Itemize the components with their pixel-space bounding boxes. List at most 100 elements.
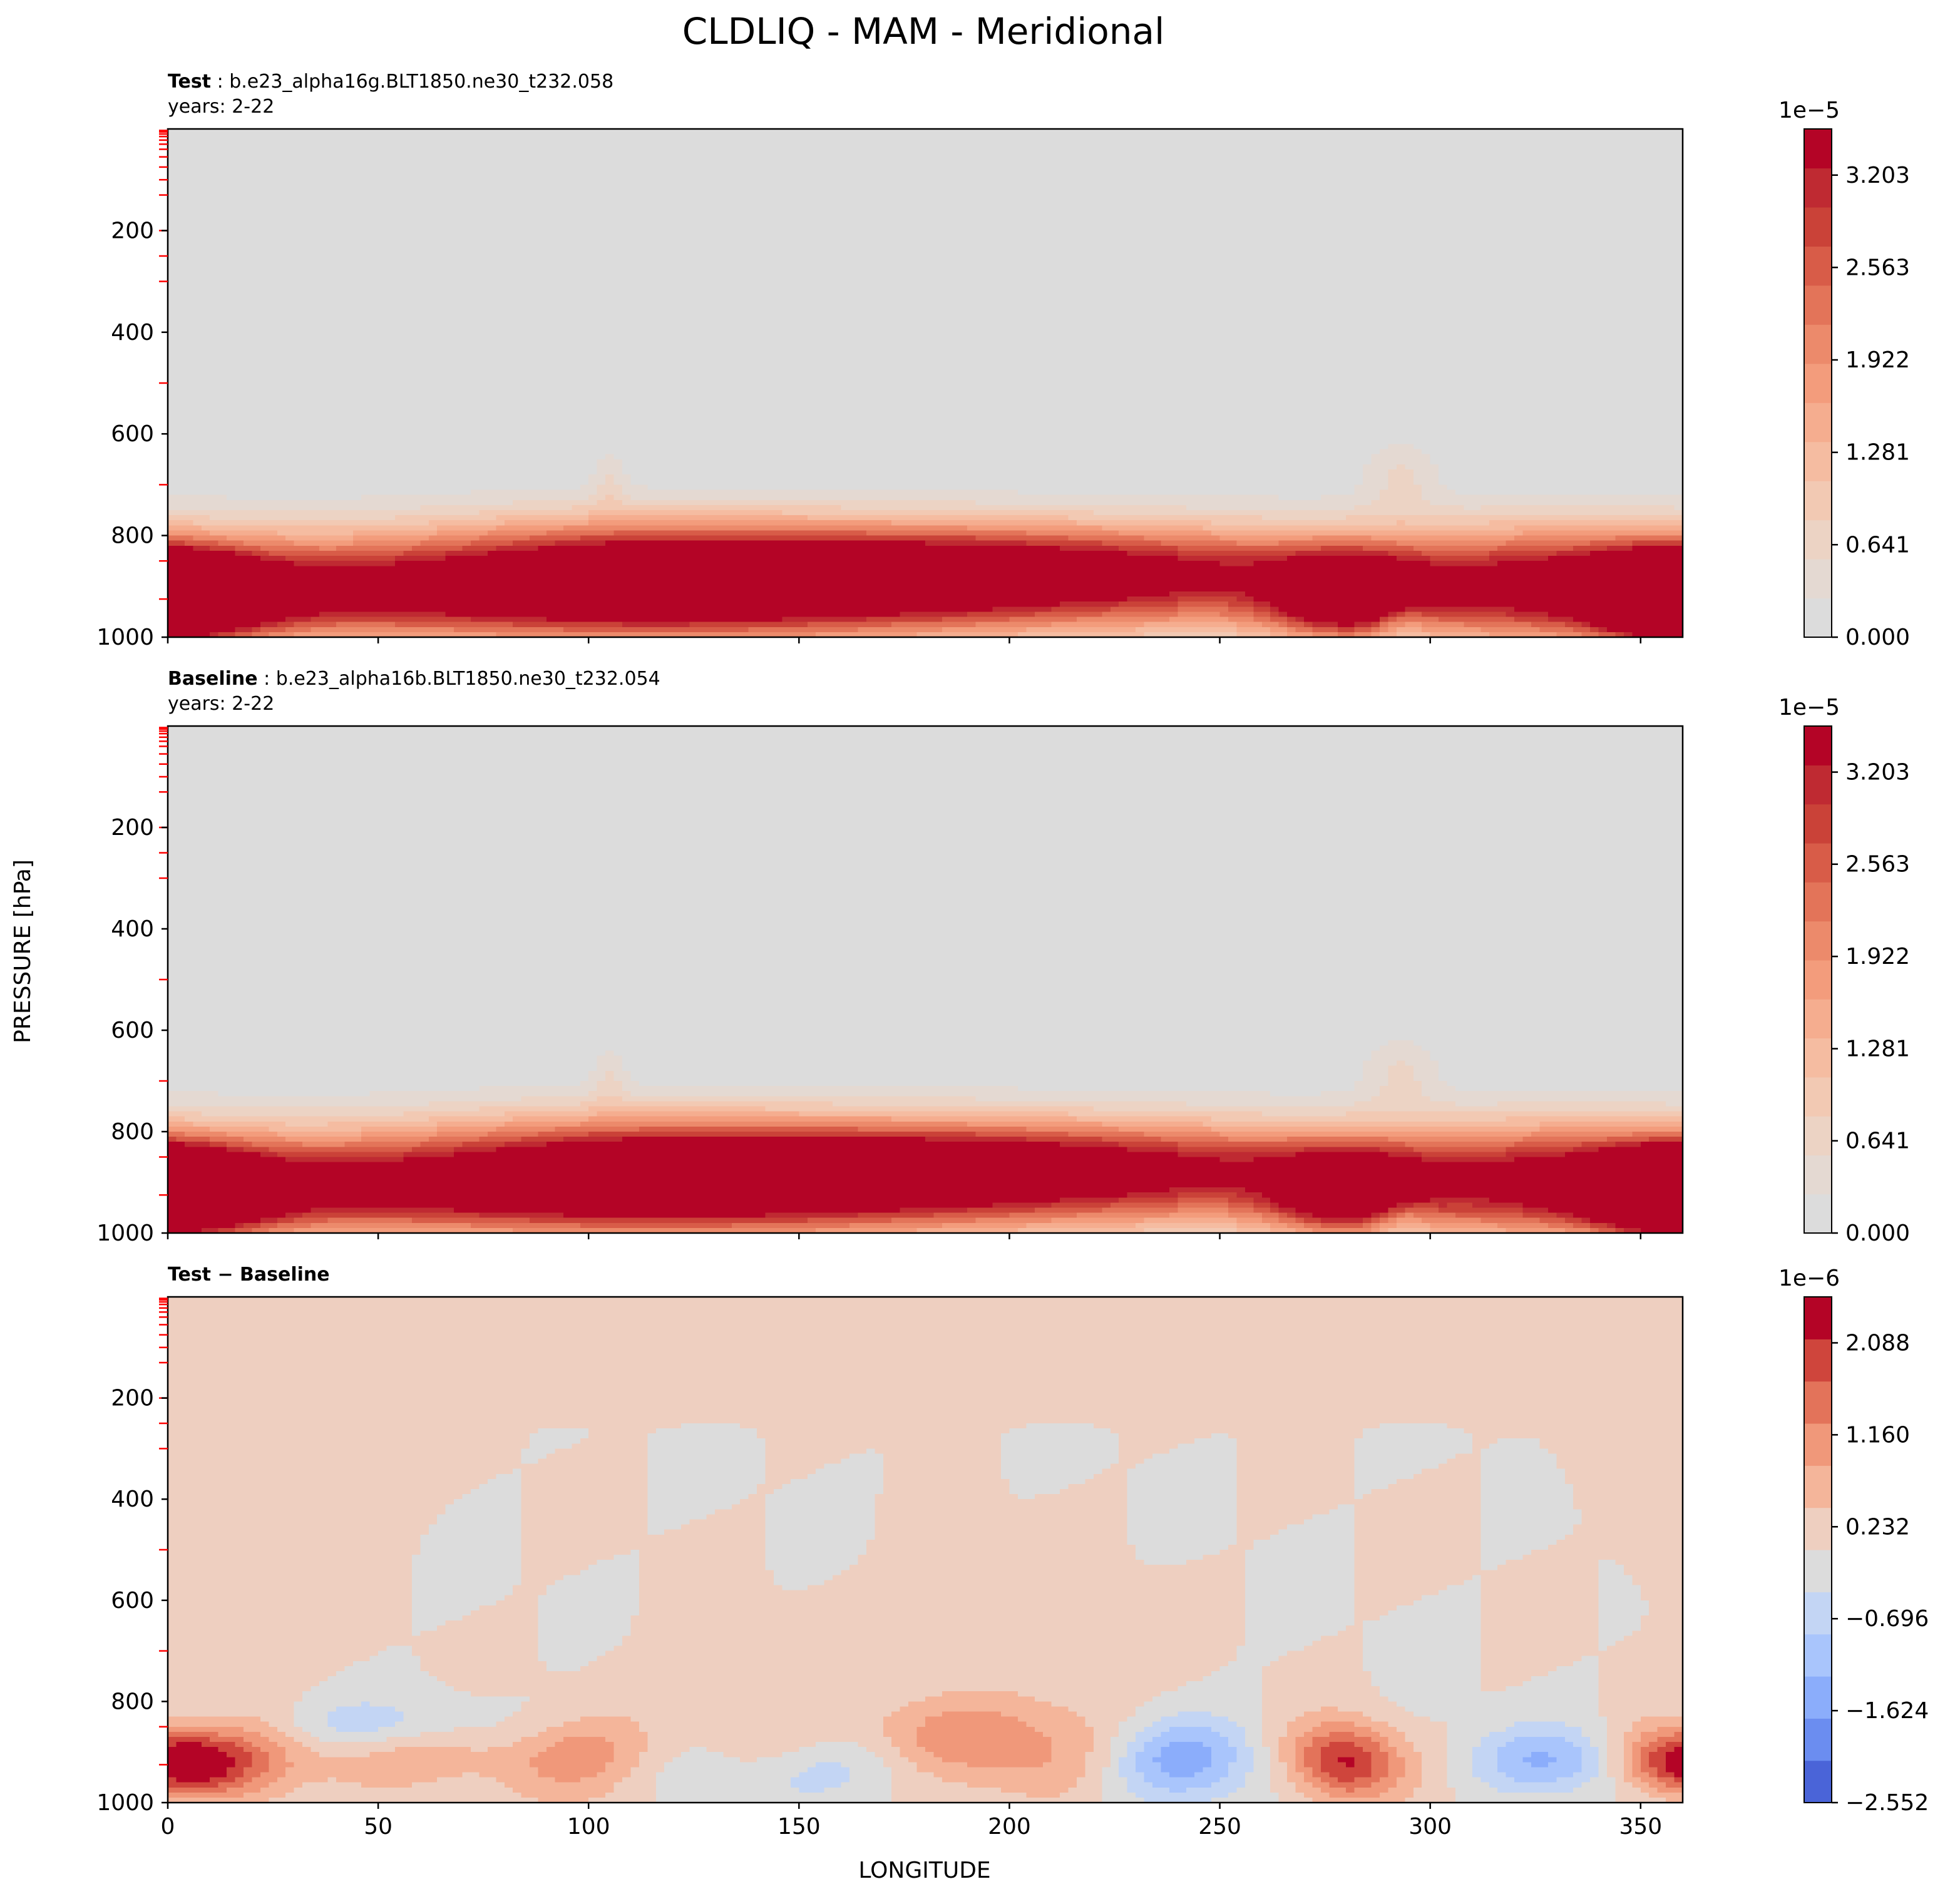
contour-cell	[1304, 1711, 1363, 1717]
contour-cell	[1396, 1217, 1422, 1224]
contour-cell	[344, 1666, 421, 1672]
contour-cell	[1413, 1787, 1456, 1793]
contour-cell	[1422, 1091, 1683, 1097]
contour-cell	[1144, 535, 1221, 541]
contour-cell	[319, 612, 446, 618]
contour-cell	[1497, 1438, 1541, 1444]
contour-cell	[1371, 1227, 1380, 1234]
contour-cell	[1506, 1227, 1566, 1234]
y-axis-label: PRESSURE [hPa]	[10, 859, 36, 1043]
contour-cell	[168, 1489, 471, 1495]
contour-cell	[1547, 556, 1683, 561]
contour-cell	[1136, 1752, 1162, 1758]
contour-cell	[1320, 1777, 1338, 1783]
contour-cell	[916, 1731, 1044, 1738]
contour-cell	[1514, 1721, 1566, 1728]
contour-cell	[1236, 627, 1271, 633]
contour-cell	[260, 1731, 286, 1738]
x-tick-label: 250	[1198, 1814, 1241, 1840]
contour-cell	[168, 807, 1683, 813]
contour-cell	[420, 1534, 522, 1540]
contour-cell	[1270, 1197, 1431, 1203]
contour-cell	[647, 484, 1355, 491]
contour-cell	[1573, 1222, 1591, 1229]
contour-cell	[1261, 622, 1280, 628]
contour-cell	[1363, 1070, 1389, 1077]
contour-cell	[168, 1580, 413, 1586]
contour-cell	[168, 230, 1683, 237]
contour-cell	[176, 1742, 202, 1748]
contour-cell	[1244, 1187, 1683, 1193]
contour-cell	[1244, 1595, 1355, 1601]
contour-cell	[168, 312, 1683, 318]
contour-cell	[1674, 1772, 1683, 1778]
contour-cell	[1127, 1524, 1238, 1530]
contour-cell	[1615, 1560, 1683, 1565]
contour-cell	[1287, 1137, 1389, 1142]
contour-cell	[1228, 1202, 1254, 1209]
contour-cell	[1270, 1787, 1296, 1793]
contour-cell	[1422, 484, 1448, 491]
contour-cell	[1110, 607, 1178, 612]
contour-cell	[891, 1767, 918, 1773]
contour-cell	[294, 1762, 530, 1768]
contour-cell	[168, 1388, 1683, 1394]
contour-cell	[1253, 1762, 1271, 1768]
contour-cell	[1649, 1752, 1666, 1758]
contour-cell	[1144, 1777, 1221, 1783]
contour-cell	[168, 761, 1683, 767]
contour-cell	[437, 1121, 505, 1127]
contour-cell	[168, 566, 1683, 572]
contour-cell	[1219, 612, 1254, 618]
contour-cell	[1228, 1197, 1254, 1203]
contour-cell	[168, 1202, 993, 1209]
contour-cell	[1447, 1782, 1490, 1788]
contour-cell	[858, 1212, 935, 1219]
contour-cell	[1261, 1731, 1288, 1738]
contour-cell	[168, 515, 210, 521]
y-tick-label: 600	[111, 421, 154, 447]
contour-cell	[168, 1473, 496, 1480]
contour-cell	[1186, 504, 1355, 511]
contour-cell	[731, 1504, 766, 1510]
contour-cell	[1119, 1757, 1136, 1763]
contour-cell	[875, 1514, 1128, 1520]
contour-cell	[1085, 1762, 1111, 1768]
contour-cell	[1236, 1453, 1355, 1460]
panel-title-case: : b.e23_alpha16g.BLT1850.ne30_t232.058	[211, 71, 613, 93]
contour-cell	[168, 1137, 177, 1142]
contour-cell	[1320, 1721, 1355, 1728]
contour-cell	[411, 1630, 421, 1636]
contour-cell	[1354, 632, 1372, 638]
contour-cell	[1497, 561, 1683, 566]
contour-cell	[975, 1217, 1052, 1224]
contour-cell	[807, 1585, 1246, 1591]
contour-cell	[1287, 1762, 1296, 1768]
contour-cell	[1413, 1212, 1456, 1219]
contour-cell	[1261, 1111, 1347, 1117]
contour-cell	[310, 1747, 396, 1753]
contour-cell	[1354, 1742, 1380, 1748]
contour-cell	[1497, 1787, 1574, 1793]
contour-cell	[1337, 1757, 1355, 1763]
contour-cell	[1261, 1701, 1397, 1707]
contour-cell	[1489, 1443, 1541, 1449]
contour-cell	[1607, 1721, 1633, 1728]
contour-cell	[1144, 1560, 1187, 1565]
contour-cell	[1447, 1772, 1473, 1778]
contour-cell	[765, 1499, 875, 1505]
contour-cell	[588, 1106, 766, 1112]
contour-cell	[1480, 1590, 1599, 1596]
contour-cell	[1304, 1646, 1363, 1652]
colorbar-level	[1804, 960, 1832, 1000]
contour-cell	[1480, 1630, 1599, 1636]
contour-cell	[168, 1524, 429, 1530]
contour-cell	[168, 383, 1683, 389]
contour-cell	[269, 550, 404, 556]
contour-cell	[757, 1483, 783, 1490]
contour-cell	[647, 1524, 682, 1530]
contour-cell	[1396, 612, 1405, 618]
contour-cell	[454, 627, 564, 633]
contour-cell	[1522, 1212, 1557, 1219]
contour-cell	[1497, 1747, 1583, 1753]
